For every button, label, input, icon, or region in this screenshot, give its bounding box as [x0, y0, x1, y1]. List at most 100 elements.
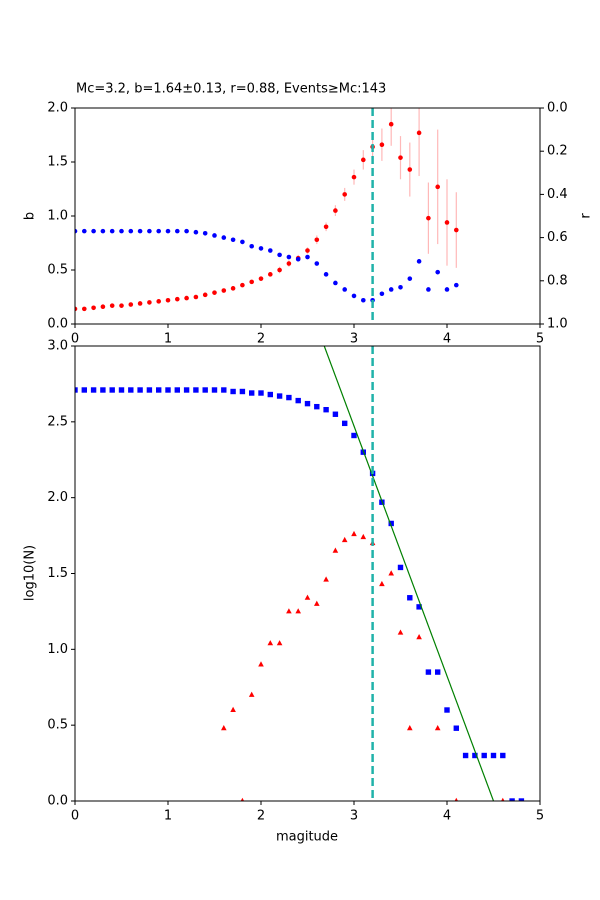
point [75, 228, 78, 234]
point [342, 192, 348, 197]
x-tick-label: 3 [350, 809, 358, 824]
x-tick-label: 3 [350, 332, 358, 347]
point [295, 397, 301, 404]
point [304, 594, 311, 600]
point [202, 292, 208, 298]
point [193, 387, 199, 393]
point [82, 228, 87, 234]
point [286, 608, 292, 614]
point [221, 387, 227, 393]
point [333, 208, 338, 213]
point [249, 279, 254, 285]
point [314, 403, 320, 410]
point [361, 157, 366, 163]
point [277, 267, 282, 273]
point [184, 228, 189, 234]
point [193, 229, 199, 235]
point [128, 302, 134, 307]
point [230, 388, 236, 395]
point [156, 387, 162, 393]
point [146, 387, 153, 393]
y2-tick-label: 0.6 [547, 230, 568, 245]
y-tick-label: 1.5 [47, 155, 68, 170]
point [82, 306, 87, 312]
point [165, 387, 171, 393]
y2-tick-label: 0.2 [547, 144, 568, 159]
point [462, 752, 469, 759]
point [240, 282, 245, 288]
point [240, 797, 245, 801]
point [360, 533, 367, 540]
point [416, 130, 422, 136]
point [333, 280, 338, 286]
x-tick-label: 4 [443, 809, 451, 824]
point [258, 661, 264, 667]
point [342, 287, 348, 292]
point [267, 391, 273, 398]
x-tick-label: 2 [257, 332, 265, 347]
y-axis-label: log10(N) [23, 545, 38, 601]
x-axis-label: magitude [276, 830, 338, 845]
point [305, 254, 310, 260]
point [268, 248, 273, 253]
point [332, 411, 339, 417]
point [230, 286, 236, 291]
point [435, 269, 441, 275]
y2-tick-label: 0.4 [547, 187, 568, 202]
point [165, 228, 171, 234]
point [435, 184, 441, 190]
point [286, 394, 292, 401]
y-tick-label: 0.0 [47, 317, 68, 332]
point [407, 595, 413, 601]
point [286, 254, 292, 260]
point [221, 725, 227, 731]
point [314, 237, 320, 243]
y-tick-label: 3.0 [47, 339, 68, 354]
point [351, 432, 357, 439]
point [304, 400, 311, 407]
x-tick-label: 5 [536, 332, 544, 347]
point [75, 306, 78, 312]
y-tick-label: 0.5 [47, 263, 68, 278]
point [407, 725, 413, 731]
point [416, 634, 422, 640]
point [351, 174, 357, 180]
x-tick-label: 1 [164, 332, 172, 347]
point [249, 243, 254, 249]
point [119, 228, 124, 234]
point [248, 691, 255, 697]
point [398, 284, 403, 290]
y-tick-label: 0.5 [47, 718, 68, 733]
y-tick-label: 2.0 [47, 101, 68, 116]
point [81, 387, 87, 393]
point [500, 752, 506, 759]
y2-axis-label: r [579, 213, 594, 219]
point [379, 142, 385, 148]
point [212, 233, 217, 238]
point [434, 725, 441, 731]
point [100, 304, 106, 310]
y-tick-label: 1.5 [47, 566, 68, 581]
point [454, 282, 459, 288]
point [193, 294, 199, 300]
point [509, 798, 515, 801]
point [323, 272, 329, 277]
point [137, 301, 143, 306]
point [165, 297, 171, 303]
point [221, 235, 227, 240]
point [453, 725, 459, 731]
y-tick-label: 1.0 [47, 642, 68, 657]
point [109, 303, 115, 308]
point [212, 290, 217, 295]
point [137, 387, 143, 393]
point [454, 797, 459, 801]
x-tick-label: 2 [257, 809, 265, 824]
point [249, 390, 255, 396]
x-tick-label: 0 [71, 332, 79, 347]
point [202, 230, 208, 236]
point [388, 287, 394, 292]
point [323, 224, 329, 230]
point [435, 669, 441, 675]
